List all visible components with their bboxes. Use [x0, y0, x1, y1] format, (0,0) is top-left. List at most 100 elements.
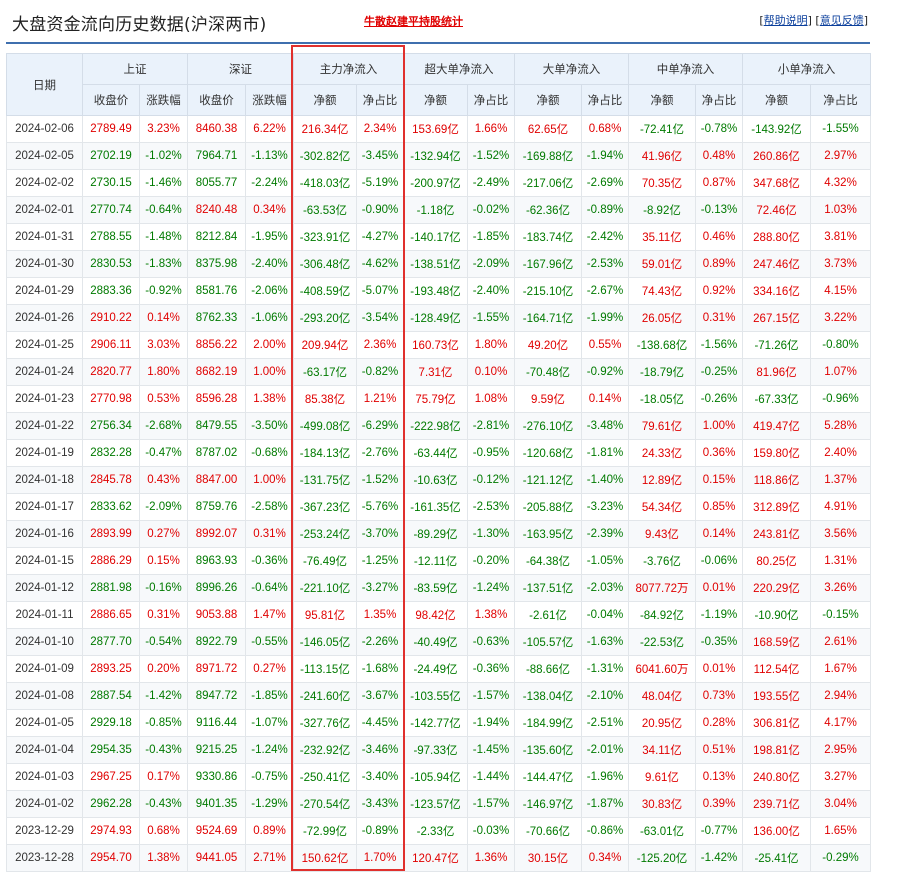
- data-cell: 0.14%: [695, 520, 743, 548]
- data-cell: 0.14%: [139, 304, 188, 332]
- data-cell: -40.49亿: [403, 628, 468, 656]
- data-cell: -270.54亿: [293, 790, 357, 818]
- data-cell: -0.20%: [467, 547, 515, 575]
- data-cell: -2.03%: [581, 574, 629, 602]
- data-cell: -1.46%: [139, 169, 188, 197]
- subheader: 净额: [514, 84, 582, 116]
- bracket-open: [: [815, 14, 820, 27]
- data-cell: 260.86亿: [742, 142, 811, 170]
- data-cell: 41.96亿: [628, 142, 696, 170]
- subheader: 净额: [293, 84, 357, 116]
- subheader: 净额: [403, 84, 468, 116]
- data-cell: 0.27%: [139, 520, 188, 548]
- data-cell: -3.54%: [356, 304, 404, 332]
- group-header-sz: 深证: [187, 53, 294, 85]
- data-cell: 288.80亿: [742, 223, 811, 251]
- data-cell: -327.76亿: [293, 709, 357, 737]
- date-cell: 2024-01-31: [6, 223, 83, 251]
- data-cell: 4.91%: [810, 493, 871, 521]
- data-cell: -1.05%: [581, 547, 629, 575]
- data-cell: -2.09%: [139, 493, 188, 521]
- data-cell: -146.97亿: [514, 790, 582, 818]
- date-cell: 2024-01-15: [6, 547, 83, 575]
- data-cell: -63.01亿: [628, 817, 696, 845]
- data-cell: -0.95%: [467, 439, 515, 467]
- data-cell: -253.24亿: [293, 520, 357, 548]
- data-cell: 120.47亿: [403, 844, 468, 872]
- data-cell: 3.22%: [810, 304, 871, 332]
- data-cell: 3.03%: [139, 331, 188, 359]
- data-cell: 3.23%: [139, 115, 188, 143]
- data-cell: 0.36%: [695, 439, 743, 467]
- data-cell: 9524.69: [187, 817, 246, 845]
- data-cell: -1.83%: [139, 250, 188, 278]
- data-cell: 9.61亿: [628, 763, 696, 791]
- group-header-main: 主力净流入: [293, 53, 404, 85]
- subheader: 净占比: [695, 84, 743, 116]
- data-cell: 8762.33: [187, 304, 246, 332]
- data-cell: -232.92亿: [293, 736, 357, 764]
- table-row: 2024-01-26 2910.22 0.14% 8762.33 -1.06% -293.…: [6, 304, 871, 332]
- data-cell: -1.42%: [139, 682, 188, 710]
- data-cell: -1.40%: [581, 466, 629, 494]
- data-cell: -63.17亿: [293, 358, 357, 386]
- help-link[interactable]: 帮助说明: [763, 14, 808, 27]
- feedback-link[interactable]: 意见反馈: [819, 14, 864, 27]
- data-cell: 1.03%: [810, 196, 871, 224]
- data-cell: -1.18亿: [403, 196, 468, 224]
- date-cell: 2024-01-08: [6, 682, 83, 710]
- data-cell: 2820.77: [82, 358, 140, 386]
- date-cell: 2023-12-28: [6, 844, 83, 872]
- data-cell: 3.73%: [810, 250, 871, 278]
- group-header-small: 小单净流入: [742, 53, 871, 85]
- data-cell: 267.15亿: [742, 304, 811, 332]
- data-cell: -2.76%: [356, 439, 404, 467]
- table-row: 2023-12-28 2954.70 1.38% 9441.05 2.71% 150.62…: [6, 844, 871, 872]
- data-cell: 334.16亿: [742, 277, 811, 305]
- data-cell: 8596.28: [187, 385, 246, 413]
- data-cell: 2756.34: [82, 412, 140, 440]
- data-cell: 8996.26: [187, 574, 246, 602]
- data-cell: -5.19%: [356, 169, 404, 197]
- data-cell: -164.71亿: [514, 304, 582, 332]
- data-cell: 49.20亿: [514, 331, 582, 359]
- date-cell: 2024-01-04: [6, 736, 83, 764]
- data-cell: 0.73%: [695, 682, 743, 710]
- table-row: 2024-01-11 2886.65 0.31% 9053.88 1.47% 95.81亿…: [6, 601, 871, 629]
- date-cell: 2024-01-16: [6, 520, 83, 548]
- data-cell: 193.55亿: [742, 682, 811, 710]
- data-cell: -105.57亿: [514, 628, 582, 656]
- data-cell: -0.77%: [695, 817, 743, 845]
- data-cell: -120.68亿: [514, 439, 582, 467]
- data-cell: 0.51%: [695, 736, 743, 764]
- data-cell: -408.59亿: [293, 277, 357, 305]
- table-row: 2024-01-02 2962.28 -0.43% 9401.35 -1.29% -270…: [6, 790, 871, 818]
- data-cell: 2770.74: [82, 196, 140, 224]
- data-cell: -0.68%: [245, 439, 294, 467]
- data-cell: 0.14%: [581, 385, 629, 413]
- data-cell: 3.81%: [810, 223, 871, 251]
- data-cell: -3.43%: [356, 790, 404, 818]
- fund-flow-table: 日期 上证 深证 主力净流入 超大单净流入 大单净流入 中单净流入 小单净流入 …: [6, 53, 871, 872]
- data-cell: -0.92%: [581, 358, 629, 386]
- data-cell: -131.75亿: [293, 466, 357, 494]
- data-cell: -3.70%: [356, 520, 404, 548]
- data-cell: -161.35亿: [403, 493, 468, 521]
- promo-link[interactable]: 牛散赵建平持股统计: [364, 15, 463, 28]
- data-cell: 0.01%: [695, 574, 743, 602]
- data-cell: 74.43亿: [628, 277, 696, 305]
- data-cell: -3.23%: [581, 493, 629, 521]
- data-cell: -1.95%: [245, 223, 294, 251]
- data-cell: -0.02%: [467, 196, 515, 224]
- data-cell: -2.33亿: [403, 817, 468, 845]
- date-cell: 2024-02-06: [6, 115, 83, 143]
- data-cell: 0.68%: [581, 115, 629, 143]
- page-title: 大盘资金流向历史数据(沪深两市): [12, 15, 267, 35]
- header-row-sub: 收盘价 涨跌幅 收盘价 涨跌幅 净额 净占比 净额 净占比 净额 净占比 净额 …: [7, 84, 871, 116]
- data-cell: -2.49%: [467, 169, 515, 197]
- data-cell: -2.67%: [581, 277, 629, 305]
- data-cell: 75.79亿: [403, 385, 468, 413]
- date-cell: 2024-01-09: [6, 655, 83, 683]
- page-header: 大盘资金流向历史数据(沪深两市) 牛散赵建平持股统计 [帮助说明] [意见反馈]: [6, 0, 870, 44]
- data-cell: -0.96%: [810, 385, 871, 413]
